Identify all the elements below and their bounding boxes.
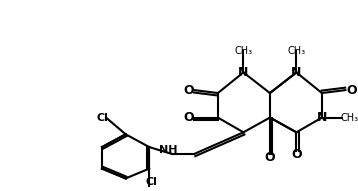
Text: O: O <box>183 84 194 97</box>
Text: Cl: Cl <box>96 112 108 123</box>
Text: CH₃: CH₃ <box>234 46 252 56</box>
Text: O: O <box>346 84 357 97</box>
Text: NH: NH <box>159 145 177 155</box>
Text: CH₃: CH₃ <box>287 46 305 56</box>
Text: O: O <box>291 148 302 161</box>
Text: N: N <box>317 111 327 124</box>
Text: O: O <box>183 111 194 124</box>
Text: Cl: Cl <box>145 177 157 187</box>
Text: O: O <box>265 151 275 164</box>
Text: N: N <box>291 66 301 79</box>
Text: CH₃: CH₃ <box>340 112 358 123</box>
Text: N: N <box>238 66 248 79</box>
